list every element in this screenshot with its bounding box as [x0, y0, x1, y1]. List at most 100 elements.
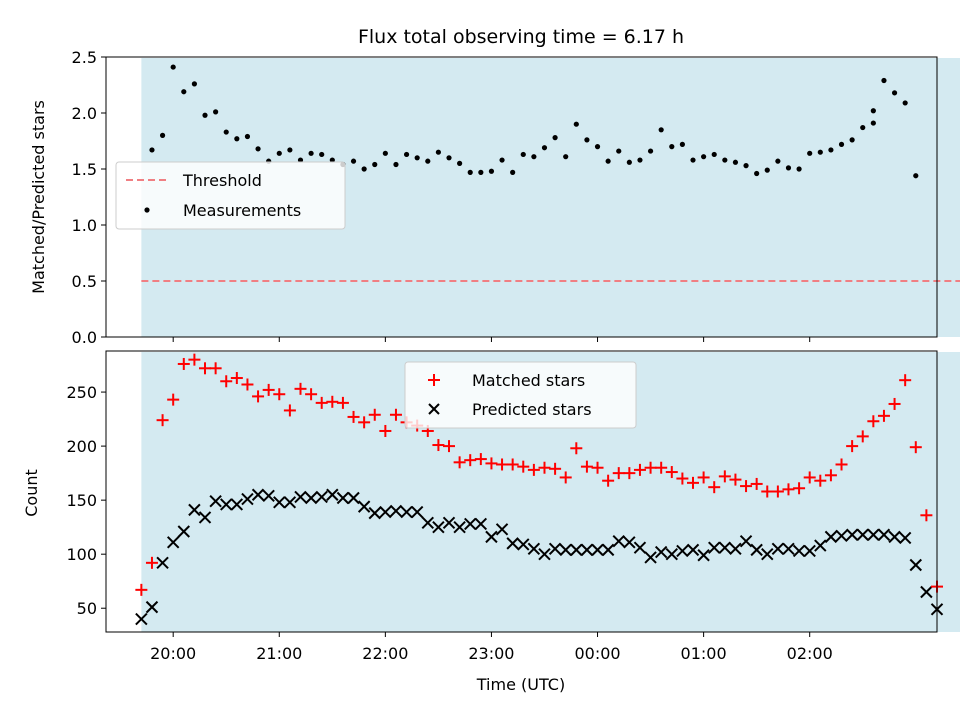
matched-star-point: [877, 409, 890, 422]
matched-star-point: [782, 483, 795, 496]
ratio-legend: Threshold Measurements: [115, 161, 346, 230]
count-x-tick-label: 22:00: [362, 644, 408, 663]
chart-title: Flux total observing time = 6.17 h: [358, 26, 684, 48]
count-panel: 50 100 150 200 250 20:00 21:00 22:00 23:00 00:00…: [22, 350, 960, 694]
ratio-y-tick-label: 2.0: [72, 104, 97, 123]
matched-star-point: [326, 395, 339, 408]
predicted-star-point: [867, 528, 880, 541]
measurement-point: [711, 151, 717, 158]
predicted-star-point: [389, 504, 403, 518]
measurement-point: [701, 154, 707, 160]
measurement-point: [828, 147, 834, 153]
matched-star-point: [336, 396, 349, 409]
measurement-point: [594, 144, 601, 150]
matched-star-point: [740, 480, 753, 493]
matched-star-point: [262, 383, 275, 396]
ratio-y-axis: 0.0 0.5 1.0 1.5 2.0 2.5: [72, 48, 106, 347]
matched-star-point: [655, 461, 668, 474]
count-y-axis-label: Count: [22, 469, 41, 517]
matched-star-point: [241, 378, 254, 391]
measurement-point: [669, 144, 675, 150]
predicted-star-point: [421, 516, 434, 530]
matched-star-point: [729, 473, 742, 486]
predicted-star-point: [771, 542, 785, 555]
matched-star-point: [199, 362, 212, 375]
matched-star-point: [527, 463, 540, 476]
matched-star-point: [135, 583, 148, 596]
matched-star-point: [315, 396, 328, 409]
predicted-star-point: [644, 551, 657, 564]
predicted-star-point: [315, 490, 328, 504]
measurement-point: [647, 148, 654, 154]
predicted-star-point: [453, 520, 466, 534]
ratio-y-tick-label: 1.5: [72, 160, 97, 179]
predicted-star-point: [718, 541, 732, 554]
predicted-star-point: [432, 520, 445, 534]
predicted-star-point: [877, 528, 891, 541]
predicted-star-point: [326, 488, 339, 501]
predicted-star-point: [474, 517, 488, 531]
count-x-tick-label: 20:00: [150, 644, 196, 663]
predicted-star-point: [814, 539, 827, 552]
measurement-point: [244, 133, 251, 140]
predicted-star-point: [347, 491, 360, 505]
count-legend: Matched stars Predicted stars: [404, 361, 637, 429]
matched-star-point: [538, 461, 551, 474]
predicted-star-point: [559, 543, 572, 557]
measurement-point: [764, 167, 770, 173]
measurement-point: [913, 173, 919, 179]
predicted-star-point: [230, 498, 244, 511]
matched-star-point: [283, 404, 296, 417]
predicted-star-point: [209, 495, 222, 508]
measurement-point: [541, 145, 548, 151]
predicted-star-point: [676, 544, 689, 558]
count-x-axis: 20:00 21:00 22:00 23:00 00:00 01:00 02:00: [150, 632, 833, 663]
predicted-star-point: [251, 488, 265, 501]
predicted-star-point: [410, 505, 424, 519]
matched-star-point: [644, 461, 657, 474]
ratio-x-ticks: [172, 337, 811, 342]
measurement-point: [785, 165, 792, 171]
measurement-point: [478, 169, 484, 175]
predicted-star-point: [782, 542, 795, 555]
matched-star-point: [464, 454, 477, 467]
measurement-point: [679, 141, 685, 147]
measurement-point: [605, 158, 611, 164]
matched-star-point: [676, 472, 689, 485]
matched-star-point: [474, 453, 487, 466]
ratio-y-tick-label: 2.5: [72, 48, 97, 67]
measurement-point: [181, 89, 187, 95]
matched-star-point: [909, 441, 922, 454]
measurement-point: [531, 154, 537, 160]
measurement-point: [414, 155, 420, 161]
measurement-point: [838, 141, 845, 147]
predicted-star-point: [824, 530, 838, 544]
measurement-point: [510, 169, 516, 175]
measurement-point: [870, 108, 876, 114]
measurements-legend-swatch: [144, 207, 150, 213]
measurement-point: [435, 149, 441, 155]
matched-legend-swatch: [428, 374, 440, 386]
matched-star-point: [687, 476, 700, 489]
count-x-tick-label: 02:00: [787, 644, 833, 663]
predicted-star-point: [856, 528, 869, 541]
matched-star-point: [188, 353, 201, 366]
matched-star-point: [867, 415, 880, 428]
measurement-point: [658, 127, 664, 133]
predicted-star-point: [750, 543, 763, 557]
matched-star-point: [145, 556, 158, 569]
ratio-panel-frame: [105, 56, 938, 338]
predicted-star-point: [633, 541, 647, 554]
measurement-point: [775, 158, 781, 164]
measurement-point: [350, 158, 357, 164]
predicted-legend-swatch: [428, 403, 440, 415]
matched-star-point: [824, 469, 837, 482]
predicted-star-point: [135, 612, 148, 626]
matched-star-point: [389, 408, 402, 421]
measurement-point: [584, 137, 590, 143]
matched-star-point: [718, 470, 731, 483]
matched-star-point: [496, 458, 509, 471]
predicted-star-point: [166, 536, 180, 549]
count-y-tick-label: 50: [77, 599, 97, 618]
matched-star-point: [580, 460, 593, 473]
